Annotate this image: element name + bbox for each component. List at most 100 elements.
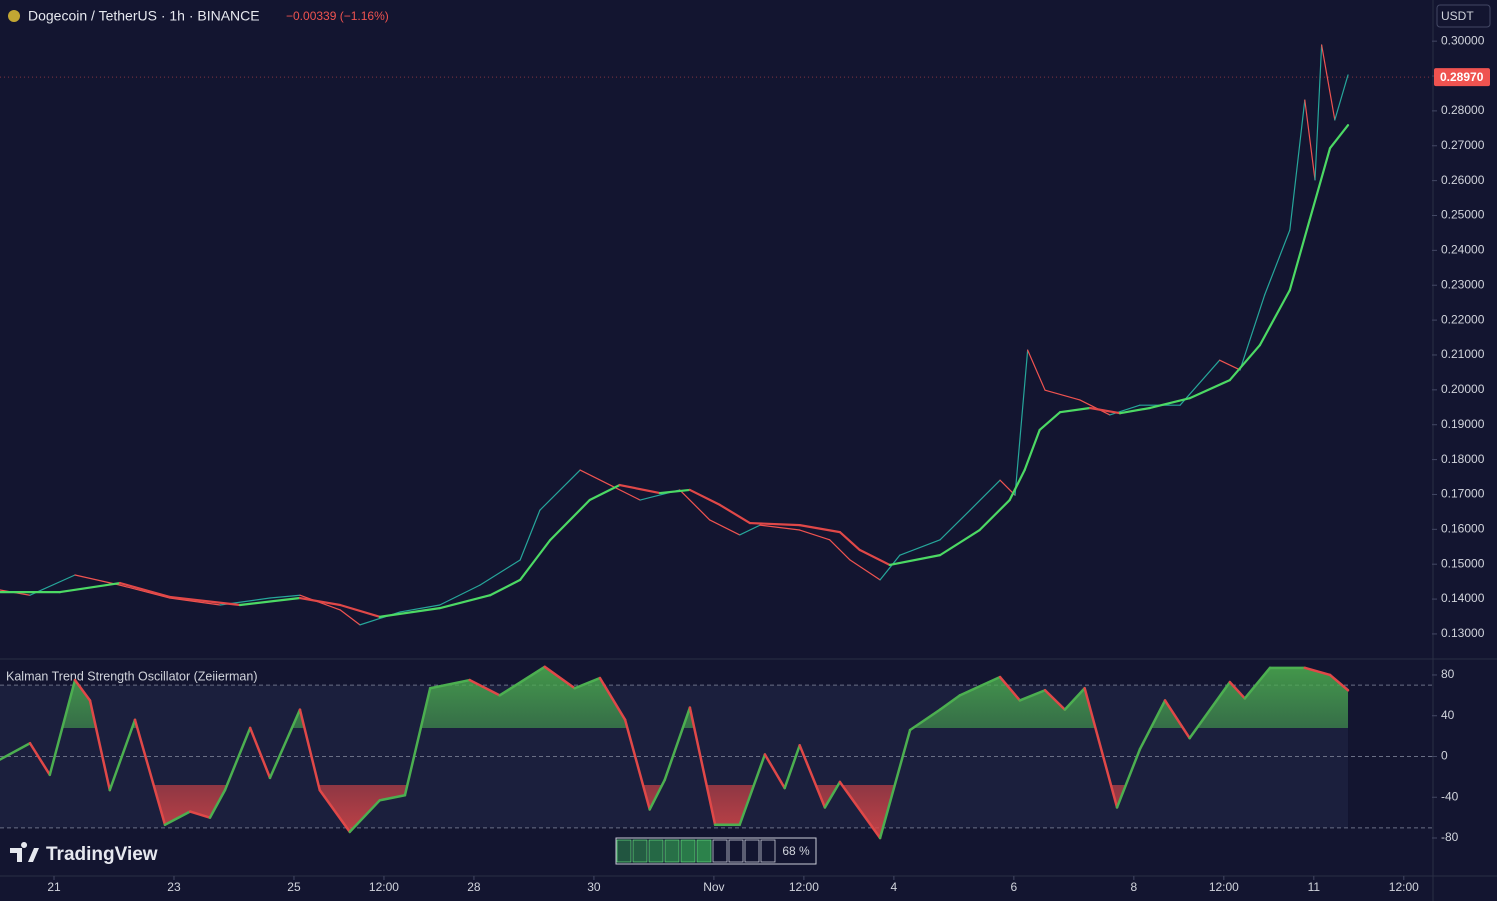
line-segment (1079, 399, 1111, 416)
line-segment (658, 488, 692, 495)
y-tick-label: 0.17000 (1441, 487, 1485, 501)
x-tick-label: 4 (891, 880, 898, 894)
indicator-title[interactable]: Kalman Trend Strength Oscillator (Zeiier… (6, 669, 257, 683)
y-tick-label: -80 (1441, 830, 1459, 844)
line-segment (679, 489, 711, 521)
y-tick-label: 0.19000 (1441, 417, 1485, 431)
line-segment (519, 539, 552, 581)
line-segment (223, 726, 252, 792)
currency[interactable]: USDT (1441, 9, 1474, 23)
line-segment (1303, 666, 1332, 677)
line-segment (1023, 428, 1041, 472)
line-segment (939, 509, 971, 541)
line-segment (339, 603, 381, 618)
line-segment (118, 581, 171, 599)
line-segment (438, 594, 492, 610)
line-segment (1043, 689, 1067, 711)
line-segment (798, 524, 841, 534)
line-segment (169, 597, 221, 606)
y-tick-label: 0.16000 (1441, 522, 1485, 536)
line-segment (489, 578, 522, 597)
line-segment (188, 810, 212, 819)
line-segment (598, 676, 627, 722)
line-segment (163, 810, 192, 827)
line-segment (709, 519, 741, 536)
line-segment (849, 559, 881, 581)
line-segment (348, 799, 381, 834)
line-segment (339, 609, 361, 626)
line-segment (1163, 699, 1191, 740)
line-segment (888, 554, 942, 566)
line-segment (829, 539, 851, 561)
x-tick-label: 8 (1130, 880, 1137, 894)
x-tick-label: 12:00 (789, 880, 819, 894)
line-segment (0, 741, 32, 761)
line-segment (539, 469, 581, 511)
line-segment (1179, 359, 1221, 406)
gauge-cell (680, 839, 696, 863)
line-segment (763, 753, 786, 790)
line-segment (543, 665, 576, 690)
line-segment (1044, 389, 1081, 401)
currency-box[interactable] (1436, 4, 1491, 28)
line-segment (759, 524, 801, 531)
line-segment (48, 678, 77, 777)
y-tick-label: 0.24000 (1441, 243, 1485, 257)
price-change: −0.00339 (−1.16%) (286, 9, 389, 23)
y-tick-label: 0.22000 (1441, 312, 1485, 326)
line-segment (998, 675, 1022, 702)
last-price-box (1434, 68, 1490, 87)
line-segment (1018, 689, 1047, 702)
line-segment (799, 529, 831, 541)
line-segment (1321, 44, 1336, 121)
line-segment (1228, 344, 1261, 382)
line-segment (1304, 99, 1316, 181)
line-segment (1063, 686, 1086, 711)
line-segment (1088, 406, 1122, 415)
line-segment (688, 706, 717, 827)
x-tick-label: 25 (287, 880, 301, 894)
line-segment (119, 584, 171, 599)
y-tick-label: -40 (1441, 789, 1459, 803)
line-segment (88, 699, 112, 792)
y-tick-label: 0.30000 (1441, 33, 1485, 47)
y-tick-label: 0.27000 (1441, 138, 1485, 152)
line-segment (1038, 411, 1062, 432)
y-tick-label: 40 (1441, 708, 1455, 722)
line-segment (238, 596, 302, 607)
line-segment (648, 778, 666, 811)
line-segment (783, 744, 801, 790)
line-segment (298, 596, 342, 607)
gauge-cell (728, 839, 744, 863)
gauge-cell (648, 839, 664, 863)
line-segment (168, 595, 242, 607)
line-segment (1188, 680, 1232, 740)
x-tick-label: 21 (47, 880, 61, 894)
x-tick-label: Nov (703, 880, 724, 894)
last-price-label: 0.28970 (1440, 70, 1484, 84)
line-segment (248, 726, 272, 780)
line-segment (978, 498, 1011, 532)
line-segment (468, 678, 501, 697)
symbol-title[interactable]: Dogecoin / TetherUS · 1h · BINANCE (28, 8, 260, 24)
x-tick-label: 12:00 (1389, 880, 1419, 894)
line-segment (428, 678, 471, 690)
line-segment (1239, 294, 1266, 371)
line-segment (268, 708, 302, 780)
line-segment (1228, 680, 1247, 700)
line-segment (908, 708, 942, 732)
line-segment (738, 753, 767, 827)
y-tick-label: 0.20000 (1441, 382, 1485, 396)
y-tick-label: 0.14000 (1441, 591, 1485, 605)
line-segment (1014, 349, 1029, 496)
y-tick-label: 0.25000 (1441, 208, 1485, 222)
line-segment (1008, 468, 1026, 502)
line-segment (58, 581, 122, 594)
line-segment (718, 503, 751, 525)
line-segment (688, 488, 721, 507)
line-segment (298, 708, 322, 792)
line-segment (1328, 124, 1350, 150)
line-segment (838, 531, 861, 552)
line-segment (798, 744, 827, 809)
